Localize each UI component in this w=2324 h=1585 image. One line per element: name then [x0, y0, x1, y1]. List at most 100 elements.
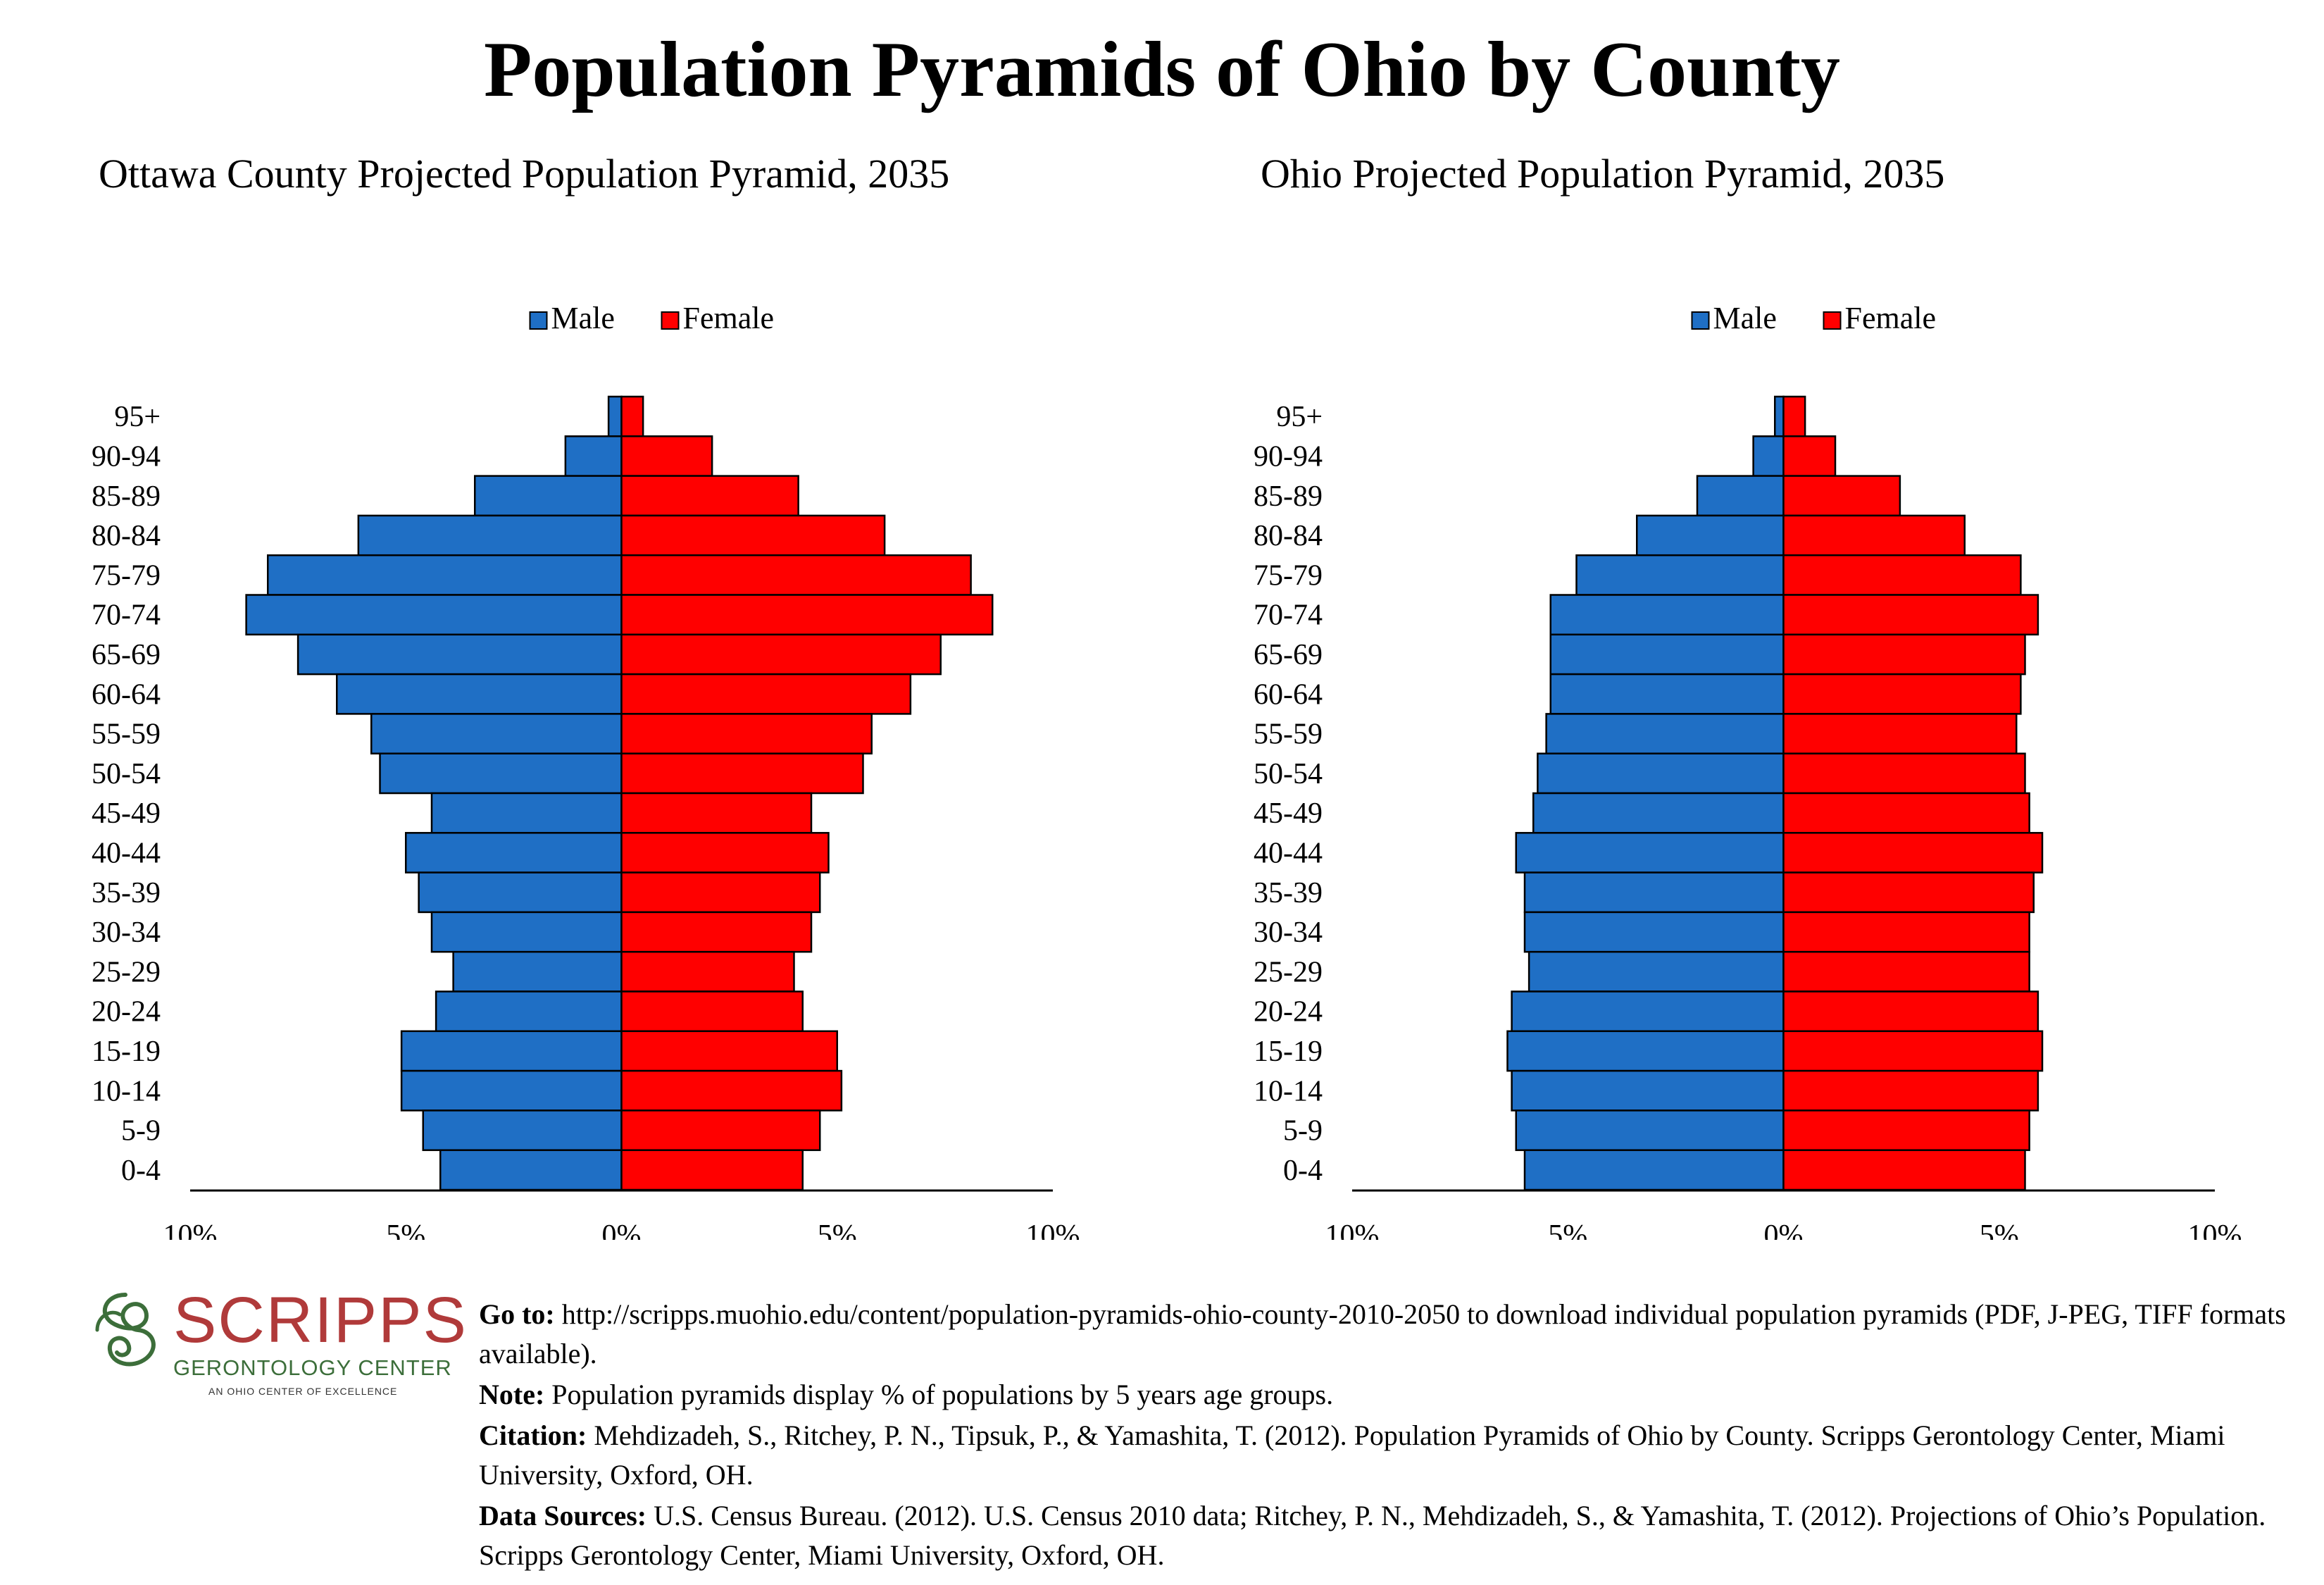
citation-label: Citation:	[479, 1419, 587, 1451]
ohio-male-bar-95+	[1774, 395, 1785, 437]
ohio-female-bar-15-19	[1782, 1030, 2044, 1072]
ohio-legend: Male Female	[1691, 301, 1936, 335]
ottawa-female-bar-85-89	[620, 475, 799, 517]
ohio-pyramid-chart: Ohio Projected Population Pyramid, 2035 M…	[1162, 141, 2324, 1240]
ottawa-female-bar-15-19	[620, 1030, 838, 1072]
ohio-age-label-70-74: 70-74	[1254, 599, 1323, 632]
note-text: Population pyramids display % of populat…	[551, 1379, 1334, 1410]
ottawa-male-bar-35-39	[418, 871, 623, 914]
ottawa-male-bar-5-9	[422, 1110, 623, 1151]
ottawa-chart-title: Ottawa County Projected Population Pyram…	[99, 151, 949, 197]
ohio-age-label-55-59: 55-59	[1254, 719, 1323, 751]
ohio-female-bar-55-59	[1782, 713, 2018, 754]
ottawa-female-bar-95+	[620, 395, 644, 437]
note-note: Note: Population pyramids display % of p…	[479, 1375, 2310, 1415]
ohio-female-bar-40-44	[1782, 832, 2044, 874]
ohio-age-label-85-89: 85-89	[1254, 480, 1323, 513]
ottawa-male-bar-70-74	[245, 594, 623, 636]
ottawa-age-label-5-9: 5-9	[121, 1115, 161, 1148]
scripps-logo: SCRIPPS GERONTOLOGY CENTER AN OHIO CENTE…	[83, 1288, 466, 1400]
ohio-male-bar-80-84	[1636, 514, 1785, 557]
logo-wordmark: SCRIPPS	[173, 1284, 468, 1356]
ottawa-male-bar-95+	[607, 395, 623, 437]
ottawa-age-label-45-49: 45-49	[92, 797, 161, 830]
ohio-age-label-25-29: 25-29	[1254, 956, 1323, 988]
ohio-male-bar-60-64	[1549, 673, 1785, 715]
ottawa-age-label-65-69: 65-69	[92, 639, 161, 671]
ohio-x-tick-label-4: 10%	[2188, 1219, 2242, 1240]
ottawa-legend-female-swatch	[661, 311, 680, 330]
ohio-age-label-20-24: 20-24	[1254, 996, 1323, 1028]
ottawa-female-bar-35-39	[620, 871, 821, 914]
ottawa-male-bar-75-79	[267, 554, 623, 596]
ottawa-age-label-25-29: 25-29	[92, 956, 161, 988]
ottawa-female-bar-25-29	[620, 950, 795, 993]
ohio-male-bar-90-94	[1752, 435, 1785, 477]
ottawa-male-bar-85-89	[474, 475, 623, 517]
logo-subtitle: GERONTOLOGY CENTER	[173, 1355, 452, 1380]
ottawa-age-label-70-74: 70-74	[92, 599, 161, 632]
ottawa-male-bar-0-4	[439, 1149, 623, 1191]
ottawa-pyramid-chart: Ottawa County Projected Population Pyram…	[0, 141, 1162, 1240]
ottawa-age-label-85-89: 85-89	[92, 480, 161, 513]
ottawa-male-bar-50-54	[379, 752, 623, 795]
goto-link-text[interactable]: http://scripps.muohio.edu/content/popula…	[479, 1298, 2286, 1369]
ohio-legend-male-label: Male	[1713, 301, 1777, 335]
citation-note: Citation: Mehdizadeh, S., Ritchey, P. N.…	[479, 1416, 2310, 1495]
ottawa-female-bar-30-34	[620, 911, 813, 953]
ohio-age-label-45-49: 45-49	[1254, 797, 1323, 830]
ohio-female-bar-75-79	[1782, 554, 2022, 596]
ohio-male-bar-25-29	[1528, 950, 1785, 993]
ohio-male-bar-45-49	[1532, 792, 1785, 834]
ohio-age-label-95+: 95+	[1276, 401, 1323, 433]
ottawa-male-bar-60-64	[336, 673, 623, 715]
ottawa-female-bar-5-9	[620, 1110, 821, 1151]
citation-text: Mehdizadeh, S., Ritchey, P. N., Tipsuk, …	[479, 1419, 2225, 1491]
ohio-female-bar-10-14	[1782, 1069, 2039, 1112]
ottawa-age-label-75-79: 75-79	[92, 559, 161, 592]
ottawa-female-bar-20-24	[620, 990, 804, 1033]
ohio-age-label-60-64: 60-64	[1254, 678, 1323, 711]
ottawa-female-bar-75-79	[620, 554, 972, 596]
ohio-male-bar-20-24	[1511, 990, 1785, 1033]
ohio-male-bar-10-14	[1511, 1069, 1785, 1112]
ohio-female-bar-50-54	[1782, 752, 2026, 795]
ohio-female-bar-80-84	[1782, 514, 1966, 557]
ohio-age-label-5-9: 5-9	[1283, 1115, 1323, 1148]
ottawa-male-bar-45-49	[430, 792, 623, 834]
goto-note: Go to: http://scripps.muohio.edu/content…	[479, 1295, 2310, 1374]
ottawa-age-label-55-59: 55-59	[92, 719, 161, 751]
ohio-male-bar-15-19	[1506, 1030, 1785, 1072]
ottawa-age-label-35-39: 35-39	[92, 877, 161, 909]
ohio-chart-title: Ohio Projected Population Pyramid, 2035	[1261, 151, 1944, 197]
ohio-female-bar-0-4	[1782, 1149, 2026, 1191]
ottawa-age-label-95+: 95+	[114, 401, 161, 433]
sources-note: Data Sources: U.S. Census Bureau. (2012)…	[479, 1496, 2310, 1575]
ohio-female-bar-95+	[1782, 395, 1806, 437]
ottawa-x-tick-label-4: 10%	[1026, 1219, 1080, 1240]
ottawa-legend: Male Female	[529, 301, 774, 335]
ohio-male-bar-35-39	[1523, 871, 1785, 914]
notes-section: Go to: http://scripps.muohio.edu/content…	[479, 1295, 2310, 1577]
ottawa-female-bar-80-84	[620, 514, 886, 557]
ottawa-female-bar-60-64	[620, 673, 912, 715]
ohio-female-bar-65-69	[1782, 633, 2026, 676]
ohio-male-bar-75-79	[1575, 554, 1785, 596]
ottawa-x-tick-label-1: 5%	[386, 1219, 425, 1240]
ottawa-pyramid-svg: Ottawa County Projected Population Pyram…	[92, 151, 1080, 1240]
ohio-male-bar-85-89	[1696, 475, 1785, 517]
ohio-pyramid-svg: Ohio Projected Population Pyramid, 2035 M…	[1254, 151, 2242, 1240]
ohio-age-label-90-94: 90-94	[1254, 440, 1323, 473]
ohio-male-bar-0-4	[1523, 1149, 1785, 1191]
ottawa-x-tick-label-0: 10%	[163, 1219, 218, 1240]
sources-text: U.S. Census Bureau. (2012). U.S. Census …	[479, 1500, 2266, 1571]
ottawa-male-bar-55-59	[370, 713, 623, 754]
ottawa-male-bar-90-94	[564, 435, 623, 477]
ottawa-age-label-15-19: 15-19	[92, 1036, 161, 1068]
ottawa-male-bar-20-24	[435, 990, 623, 1033]
ottawa-legend-male-swatch	[529, 311, 548, 330]
ottawa-age-label-40-44: 40-44	[92, 837, 161, 869]
ottawa-female-bar-90-94	[620, 435, 713, 477]
ohio-female-bar-45-49	[1782, 792, 2030, 834]
ohio-age-label-50-54: 50-54	[1254, 758, 1323, 790]
